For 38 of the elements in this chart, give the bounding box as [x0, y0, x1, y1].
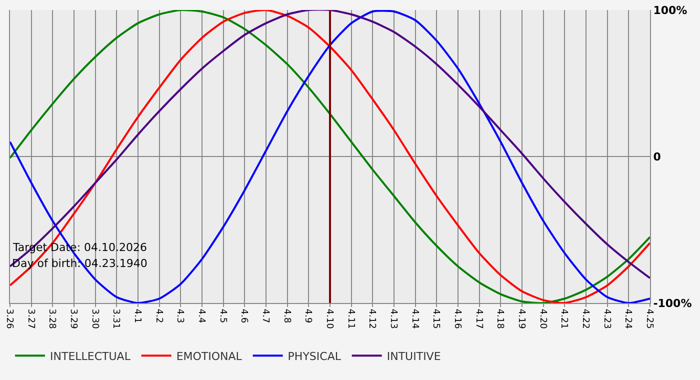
x-tick-label: 4.8 [281, 308, 292, 324]
x-tick-label: 4.2 [153, 308, 164, 324]
x-tick-label: 3.29 [68, 308, 78, 330]
x-tick-label: 3.28 [46, 308, 57, 330]
legend-label: PHYSICAL [288, 350, 342, 363]
x-tick-label: 4.18 [494, 308, 505, 330]
x-tick-label: 4.15 [430, 308, 441, 329]
y-tick-label: -100% [653, 296, 692, 310]
x-tick-label: 4.9 [302, 308, 313, 324]
x-tick-label: 4.19 [516, 308, 526, 330]
x-tick-label: 4.14 [409, 308, 420, 330]
x-tick-label: 3.30 [89, 308, 100, 330]
x-tick-label: 4.13 [388, 308, 398, 329]
x-tick-label: 4.6 [238, 308, 249, 324]
x-tick-label: 4.16 [452, 308, 462, 330]
legend-label: EMOTIONAL [176, 350, 243, 363]
x-tick-label: 4.23 [601, 308, 612, 329]
x-tick-label: 4.11 [345, 308, 356, 329]
x-tick-label: 4.3 [174, 308, 185, 324]
legend-label: INTELLECTUAL [50, 350, 132, 363]
x-tick-label: 4.12 [366, 308, 377, 329]
x-tick-label: 4.5 [217, 308, 228, 324]
x-tick-label: 4.7 [260, 308, 270, 324]
x-tick-label: 3.31 [110, 308, 121, 329]
x-tick-label: 4.25 [644, 308, 654, 329]
x-tick-label: 4.20 [537, 308, 548, 330]
x-tick-label: 3.27 [25, 308, 36, 329]
y-tick-label: 0 [653, 150, 662, 164]
x-tick-label: 4.4 [196, 308, 206, 324]
x-tick-label: 4.17 [473, 308, 484, 329]
x-tick-label: 4.1 [132, 308, 142, 324]
x-tick-label: 4.10 [324, 308, 334, 330]
x-tick-label: 4.21 [558, 308, 569, 329]
y-tick-label: 100% [653, 4, 688, 17]
x-tick-label: 4.24 [622, 308, 633, 330]
x-tick-label: 3.26 [4, 308, 14, 330]
legend-label: INTUITIVE [386, 350, 441, 363]
x-tick-label: 4.22 [580, 308, 590, 329]
